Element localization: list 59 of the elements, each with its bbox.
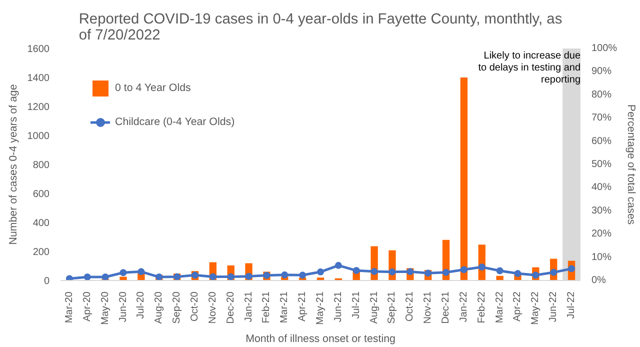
y2-tick-label: 30% — [592, 205, 612, 216]
x-tick-label: Nov-21 — [422, 291, 434, 324]
y2-tick-label: 90% — [592, 66, 612, 78]
x-tick-label: Apr-20 — [82, 291, 93, 322]
x-tick-label: Jan-22 — [458, 291, 470, 322]
x-tick-label: Dec-20 — [225, 291, 236, 324]
bar — [120, 276, 127, 280]
y-tick-label: 1000 — [27, 131, 50, 142]
y2-axis-title: Percentage of total cases — [625, 104, 638, 225]
x-tick-label: Apr-21 — [297, 291, 308, 322]
y2-tick-label: 80% — [592, 89, 612, 100]
y-tick-label: 1600 — [27, 44, 50, 55]
y-tick-label: 0 — [44, 276, 50, 287]
y2-tick-label: 0% — [592, 275, 606, 286]
x-tick-label: Oct-20 — [189, 291, 200, 322]
x-tick-label: Jun-21 — [332, 291, 344, 322]
y2-tick-label: 100% — [592, 43, 618, 54]
x-tick-label: Mar-22 — [494, 291, 506, 324]
y2-tick-label: 20% — [592, 228, 612, 240]
x-tick-label: Nov-20 — [207, 291, 218, 324]
x-tick-label: Mar-20 — [64, 291, 75, 324]
x-tick-label: Aug-20 — [154, 291, 165, 324]
band-label: Likely to increase due to delays in testing and reporting — [478, 50, 581, 86]
y2-tick-label: 60% — [592, 136, 612, 147]
y-tick-label: 1400 — [27, 73, 50, 84]
y-tick-label: 800 — [32, 160, 50, 171]
y-tick-label: 200 — [32, 247, 50, 258]
y-tick-label: 600 — [32, 189, 50, 200]
x-tick-label: Jun-22 — [548, 291, 560, 322]
x-tick-label: Feb-21 — [261, 291, 272, 324]
x-tick-label: May-21 — [315, 291, 326, 325]
y2-tick-label: 50% — [592, 159, 612, 170]
x-tick-label: Apr-22 — [512, 291, 524, 322]
y-tick-label: 400 — [32, 218, 50, 229]
x-tick-label: Mar-21 — [279, 291, 290, 324]
y-tick-label: 1200 — [27, 102, 50, 113]
x-tick-label: Aug-21 — [368, 291, 380, 324]
legend-label: Childcare (0-4 Year Olds) — [115, 116, 235, 128]
bar — [460, 78, 468, 280]
x-tick-label: Jul-22 — [566, 291, 578, 319]
y2-tick-label: 10% — [592, 252, 612, 263]
x-tick-label: Oct-21 — [404, 291, 416, 322]
x-tick-label: Sep-20 — [172, 291, 183, 324]
x-tick-label: Feb-22 — [476, 291, 488, 324]
x-tick-label: Jan-21 — [243, 291, 254, 322]
x-tick-label: Jun-20 — [118, 291, 129, 322]
bar — [496, 276, 504, 280]
x-tick-label: Dec-21 — [440, 291, 452, 324]
x-tick-label: Jul-21 — [350, 291, 362, 319]
legend-label: 0 to 4 Year Olds — [115, 82, 191, 94]
y2-tick-label: 70% — [592, 112, 612, 124]
x-tick-label: Sep-21 — [386, 291, 398, 324]
y2-tick-label: 40% — [592, 182, 612, 194]
chart-title: Reported COVID-19 cases in 0-4 year-olds in Fayette County, monthtly, as of 7/20/2022 — [78, 12, 562, 44]
x-tick-label: May-20 — [100, 291, 111, 325]
x-tick-label: Jul-20 — [136, 291, 147, 319]
x-tick-label: May-22 — [530, 291, 542, 325]
x-axis-title: Month of illness onset or testing — [246, 332, 396, 345]
y-axis-title: Number of cases 0-4 years of age — [7, 84, 20, 245]
